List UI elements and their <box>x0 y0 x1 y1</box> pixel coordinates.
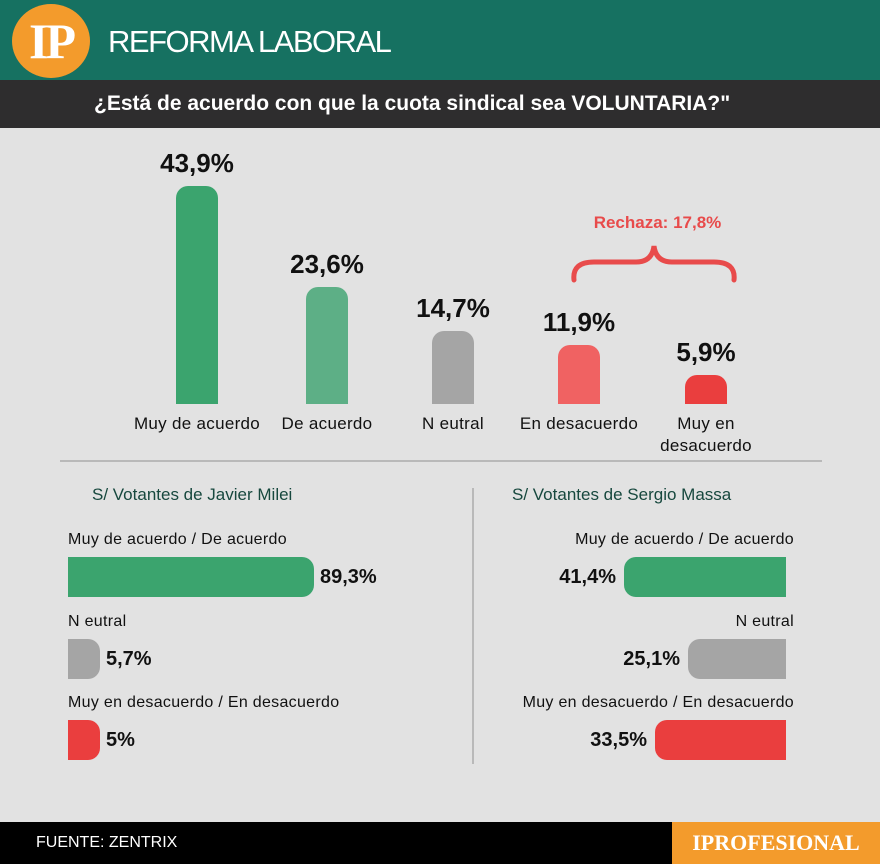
header: IP REFORMA LABORAL <box>0 0 880 80</box>
hbar-2 <box>688 639 786 679</box>
bar-2 <box>306 287 348 404</box>
ip-logo: IP <box>12 4 90 78</box>
header-title: REFORMA LABORAL <box>108 24 392 59</box>
hbar-1 <box>624 557 786 597</box>
question-text: ¿Está de acuerdo con que la cuota sindic… <box>94 92 731 115</box>
hbar-category-label: Muy en desacuerdo / En desacuerdo <box>522 694 794 711</box>
bar-1 <box>176 186 218 404</box>
bar-value-label: 11,9% <box>542 307 616 337</box>
hbar-value-label: 5,7% <box>106 648 152 670</box>
source-label: FUENTE: ZENTRIX <box>36 834 178 851</box>
bar-category-label: De acuerdo <box>281 414 373 433</box>
bar-value-label: 43,9% <box>160 148 234 178</box>
bar-category-label: N eutral <box>422 414 484 433</box>
hbar-category-label: N eutral <box>68 613 127 630</box>
massa-section-title: S/ Votantes de Sergio Massa <box>512 485 732 504</box>
rechaza-label: Rechaza: 17,8% <box>593 213 722 232</box>
column-divider <box>472 488 474 764</box>
hbar-category-label: Muy de acuerdo / De acuerdo <box>575 531 794 548</box>
hbar-value-label: 89,3% <box>320 566 377 588</box>
hbar-category-label: N eutral <box>735 613 794 630</box>
question-bar: ¿Está de acuerdo con que la cuota sindic… <box>0 80 880 128</box>
hbar-category-label: Muy en desacuerdo / En desacuerdo <box>68 694 340 711</box>
hbar-value-label: 5% <box>106 729 135 751</box>
footer: FUENTE: ZENTRIX IPROFESIONAL <box>0 822 880 864</box>
bar-category-label: Muy de acuerdo <box>133 414 261 433</box>
bar-category-label: Muy en desacuerdo <box>660 414 752 455</box>
milei-section-title: S/ Votantes de Javier Milei <box>92 485 293 504</box>
hbar-3 <box>68 720 100 760</box>
bar-3 <box>432 331 474 404</box>
hbar-2 <box>68 639 100 679</box>
hbar-value-label: 41,4% <box>559 566 616 588</box>
hbar-value-label: 33,5% <box>590 729 647 751</box>
section-divider <box>60 460 822 462</box>
bar-value-label: 5,9% <box>676 337 736 367</box>
hbar-3 <box>655 720 786 760</box>
brand-logo: IPROFESIONAL <box>672 822 880 864</box>
rechaza-brace <box>571 245 737 283</box>
bar-category-label: En desacuerdo <box>519 414 639 433</box>
hbar-category-label: Muy de acuerdo / De acuerdo <box>68 531 287 548</box>
hbar-1 <box>68 557 314 597</box>
bar-value-label: 23,6% <box>290 249 364 279</box>
bar-4 <box>558 345 600 404</box>
hbar-value-label: 25,1% <box>623 648 680 670</box>
bar-value-label: 14,7% <box>416 293 490 323</box>
bar-5 <box>685 375 727 404</box>
